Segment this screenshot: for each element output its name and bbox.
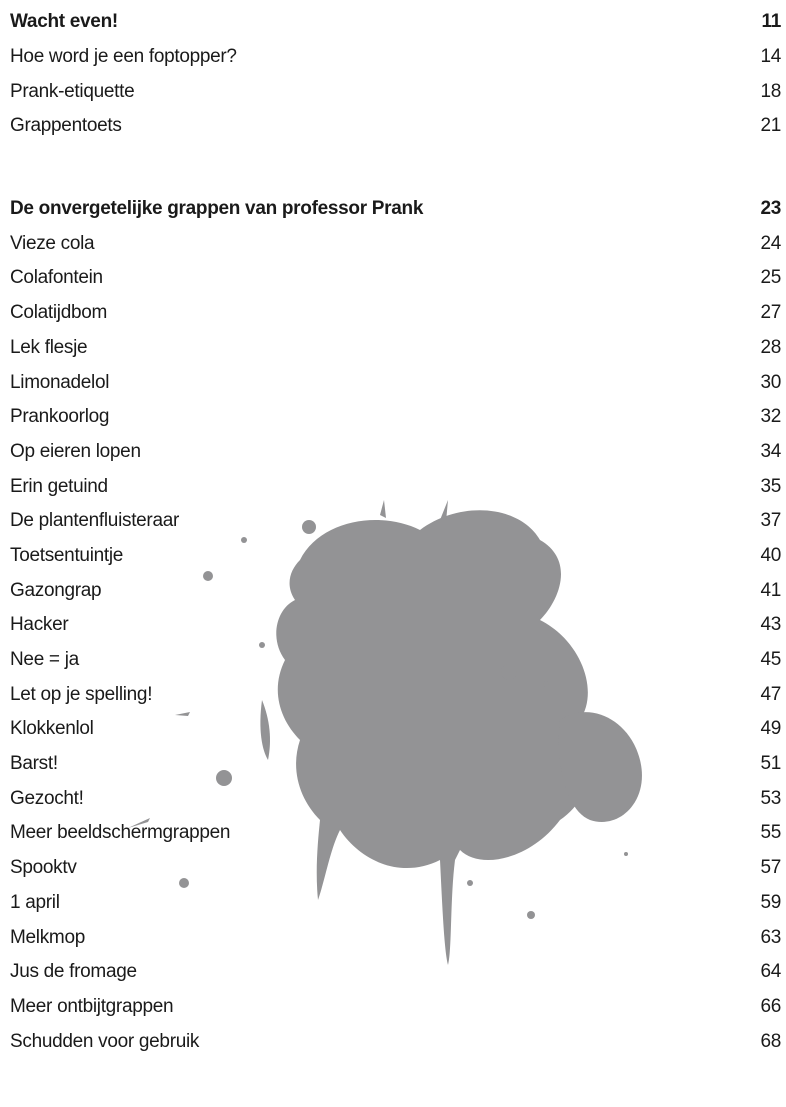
- page-number: 41: [760, 580, 781, 602]
- page-number: 30: [760, 372, 781, 394]
- entry-title: Meer ontbijtgrappen: [10, 996, 173, 1018]
- entry-title: 1 april: [10, 892, 60, 914]
- toc-entry: Colafontein 25: [10, 261, 781, 296]
- toc-entry: De plantenfluisteraar 37: [10, 504, 781, 539]
- toc-entry: Klokkenlol 49: [10, 712, 781, 747]
- entry-title: Limonadelol: [10, 372, 109, 394]
- entry-title: Op eieren lopen: [10, 441, 141, 463]
- entry-title: Schudden voor gebruik: [10, 1031, 199, 1053]
- table-of-contents: Wacht even! 11 Hoe word je een foptopper? 1…: [10, 5, 781, 1107]
- toc-entry: Prank-etiquette 18: [10, 74, 781, 109]
- entry-title: De onvergetelijke grappen van professor …: [10, 198, 423, 220]
- page-number: 51: [760, 753, 781, 775]
- entry-title: Lek flesje: [10, 337, 87, 359]
- toc-entry: Nee = ja 45: [10, 643, 781, 678]
- toc-entry: Let op je spelling! 47: [10, 677, 781, 712]
- page-number: 53: [760, 788, 781, 810]
- toc-entry: Prankoorlog 32: [10, 400, 781, 435]
- page-number: 37: [760, 510, 781, 532]
- toc-entry: Vieze cola 24: [10, 226, 781, 261]
- page-number: 40: [760, 545, 781, 567]
- entry-title: Spooktv: [10, 857, 77, 879]
- toc-entry: Lek flesje 28: [10, 331, 781, 366]
- page-number: 55: [760, 822, 781, 844]
- section-heading: De onvergetelijke grappen van professor …: [10, 192, 781, 227]
- page-number: 27: [760, 302, 781, 324]
- page-number: 45: [760, 649, 781, 671]
- entry-title: Barst!: [10, 753, 58, 775]
- page-number: 34: [760, 441, 781, 463]
- page-number: 59: [760, 892, 781, 914]
- entry-title: Hacker: [10, 614, 68, 636]
- toc-entry: Colatijdbom 27: [10, 296, 781, 331]
- entry-title: Klokkenlol: [10, 718, 94, 740]
- page-number: 32: [760, 406, 781, 428]
- toc-entry: Hacker 43: [10, 608, 781, 643]
- entry-title: Jus de fromage: [10, 961, 137, 983]
- entry-title: Wacht even!: [10, 11, 118, 33]
- toc-entry: Meer beeldschermgrappen 55: [10, 816, 781, 851]
- toc-entry: Barst! 51: [10, 747, 781, 782]
- page-number: 11: [762, 11, 782, 33]
- toc-entry: Op eieren lopen 34: [10, 435, 781, 470]
- toc-entry: Erin getuind 35: [10, 469, 781, 504]
- entry-title: Meer beeldschermgrappen: [10, 822, 230, 844]
- entry-title: Nee = ja: [10, 649, 79, 671]
- toc-entry: Gezocht! 53: [10, 781, 781, 816]
- toc-entry: Gazongrap 41: [10, 573, 781, 608]
- entry-title: Gazongrap: [10, 580, 101, 602]
- entry-title: Colafontein: [10, 267, 103, 289]
- page: Wacht even! 11 Hoe word je een foptopper? 1…: [0, 0, 786, 1075]
- toc-entry: Meer ontbijtgrappen 66: [10, 990, 781, 1025]
- entry-title: Vieze cola: [10, 233, 94, 255]
- toc-entry: Hoe word je een foptopper? 14: [10, 40, 781, 75]
- page-number: 47: [760, 684, 781, 706]
- page-number: 35: [760, 476, 781, 498]
- page-number: 25: [760, 267, 781, 289]
- toc-entry: Jus de fromage 64: [10, 955, 781, 990]
- toc-section: Wacht even! 11 Hoe word je een foptopper? 1…: [10, 5, 781, 144]
- page-number: 43: [760, 614, 781, 636]
- entry-title: Erin getuind: [10, 476, 108, 498]
- entry-title: Prankoorlog: [10, 406, 109, 428]
- entry-title: Prank-etiquette: [10, 81, 134, 103]
- toc-entry: Grappentoets 21: [10, 109, 781, 144]
- page-number: 14: [760, 46, 781, 68]
- toc-entry: Spooktv 57: [10, 851, 781, 886]
- page-number: 21: [760, 115, 781, 137]
- entry-title: Gezocht!: [10, 788, 84, 810]
- entry-title: Toetsentuintje: [10, 545, 123, 567]
- toc-section: De onvergetelijke grappen van professor …: [10, 192, 781, 1059]
- page-number: 49: [760, 718, 781, 740]
- page-number: 24: [760, 233, 781, 255]
- page-number: 68: [760, 1031, 781, 1053]
- entry-title: Grappentoets: [10, 115, 122, 137]
- toc-entry: Limonadelol 30: [10, 365, 781, 400]
- page-number: 66: [760, 996, 781, 1018]
- page-number: 18: [760, 81, 781, 103]
- page-number: 64: [760, 961, 781, 983]
- section-heading: Wacht even! 11: [10, 5, 781, 40]
- entry-title: Melkmop: [10, 927, 85, 949]
- toc-entry: Toetsentuintje 40: [10, 539, 781, 574]
- page-number: 23: [760, 198, 781, 220]
- entry-title: De plantenfluisteraar: [10, 510, 179, 532]
- page-number: 28: [760, 337, 781, 359]
- toc-entry: 1 april 59: [10, 886, 781, 921]
- entry-title: Hoe word je een foptopper?: [10, 46, 237, 68]
- toc-entry: Melkmop 63: [10, 920, 781, 955]
- toc-entry: Schudden voor gebruik 68: [10, 1024, 781, 1059]
- entry-title: Let op je spelling!: [10, 684, 152, 706]
- entry-title: Colatijdbom: [10, 302, 107, 324]
- page-number: 57: [760, 857, 781, 879]
- page-number: 63: [760, 927, 781, 949]
